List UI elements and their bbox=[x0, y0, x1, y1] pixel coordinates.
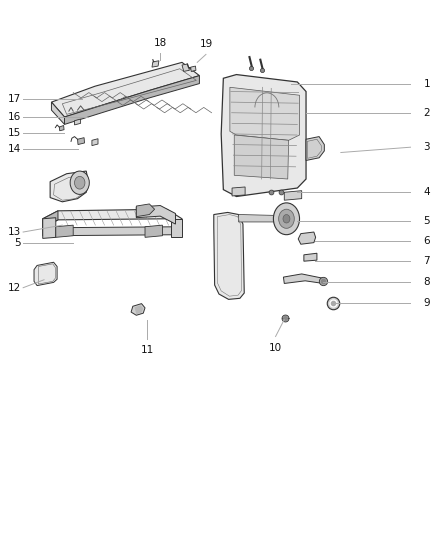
Polygon shape bbox=[171, 219, 182, 237]
Text: 12: 12 bbox=[8, 282, 21, 293]
Text: 8: 8 bbox=[424, 277, 430, 287]
Polygon shape bbox=[43, 217, 56, 238]
Polygon shape bbox=[136, 206, 176, 224]
Text: 10: 10 bbox=[269, 343, 282, 353]
Polygon shape bbox=[221, 75, 306, 197]
Circle shape bbox=[70, 171, 89, 195]
Text: 14: 14 bbox=[8, 144, 21, 154]
Polygon shape bbox=[191, 66, 196, 71]
Text: 15: 15 bbox=[8, 128, 21, 138]
Text: 9: 9 bbox=[424, 297, 430, 308]
Polygon shape bbox=[92, 139, 98, 146]
Polygon shape bbox=[56, 225, 73, 237]
Polygon shape bbox=[50, 171, 88, 202]
Text: 18: 18 bbox=[154, 37, 167, 47]
Polygon shape bbox=[298, 232, 316, 244]
Text: 13: 13 bbox=[8, 227, 21, 237]
Polygon shape bbox=[74, 119, 81, 125]
Text: 1: 1 bbox=[424, 78, 430, 88]
Polygon shape bbox=[232, 187, 245, 196]
Polygon shape bbox=[306, 136, 324, 160]
Polygon shape bbox=[136, 204, 155, 216]
Polygon shape bbox=[214, 213, 244, 300]
Text: 2: 2 bbox=[424, 108, 430, 118]
Polygon shape bbox=[34, 262, 57, 286]
Text: 11: 11 bbox=[141, 345, 154, 355]
Polygon shape bbox=[51, 62, 199, 117]
Text: 5: 5 bbox=[14, 238, 21, 248]
Polygon shape bbox=[43, 209, 182, 228]
Text: 17: 17 bbox=[8, 94, 21, 104]
Text: 19: 19 bbox=[199, 39, 212, 49]
Circle shape bbox=[273, 203, 300, 235]
Circle shape bbox=[74, 176, 85, 189]
Polygon shape bbox=[152, 61, 159, 67]
Polygon shape bbox=[43, 211, 58, 228]
Polygon shape bbox=[284, 191, 302, 200]
Text: 3: 3 bbox=[424, 142, 430, 152]
Polygon shape bbox=[283, 274, 323, 284]
Text: 4: 4 bbox=[424, 187, 430, 197]
Polygon shape bbox=[182, 64, 189, 71]
Polygon shape bbox=[145, 225, 162, 237]
Circle shape bbox=[279, 209, 294, 228]
Polygon shape bbox=[239, 215, 285, 222]
Text: 6: 6 bbox=[424, 236, 430, 246]
Polygon shape bbox=[131, 304, 145, 316]
Text: 7: 7 bbox=[424, 256, 430, 266]
Polygon shape bbox=[230, 87, 300, 140]
Circle shape bbox=[283, 215, 290, 223]
Polygon shape bbox=[234, 135, 289, 179]
Text: 5: 5 bbox=[424, 216, 430, 227]
Polygon shape bbox=[51, 102, 64, 124]
Polygon shape bbox=[64, 76, 199, 124]
Polygon shape bbox=[304, 253, 317, 261]
Text: 16: 16 bbox=[8, 112, 21, 122]
Polygon shape bbox=[78, 138, 85, 144]
Polygon shape bbox=[134, 305, 143, 314]
Polygon shape bbox=[59, 125, 64, 131]
Polygon shape bbox=[43, 227, 182, 236]
